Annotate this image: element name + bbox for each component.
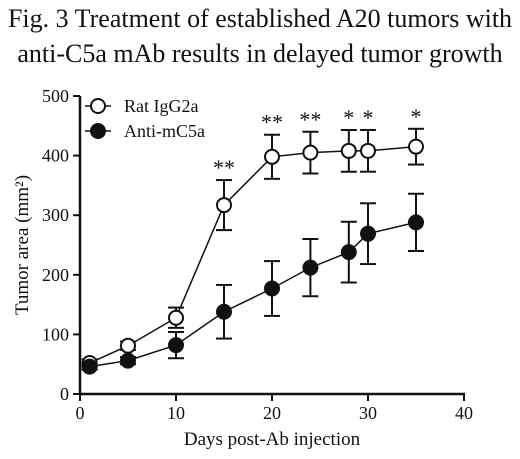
x-tick-label: 20	[263, 403, 281, 423]
x-tick-label: 0	[76, 403, 85, 423]
data-point	[264, 148, 280, 165]
x-tick-label: 10	[167, 403, 185, 423]
data-point	[360, 225, 376, 242]
figure-title-line-2: anti-C5a mAb results in delayed tumor gr…	[17, 39, 503, 68]
data-point	[81, 358, 98, 375]
y-tick-label: 0	[60, 384, 69, 404]
significance-marker: *	[411, 104, 422, 129]
legend-label: Rat IgG2a	[124, 96, 198, 116]
data-point	[120, 352, 136, 369]
data-point	[168, 337, 184, 354]
data-point	[264, 280, 280, 297]
significance-marker: *	[343, 105, 354, 130]
data-point	[408, 138, 424, 155]
x-tick-label: 40	[455, 403, 473, 423]
legend: Rat IgG2a Anti-mC5a	[85, 96, 205, 141]
data-point	[340, 244, 357, 261]
data-point	[120, 337, 136, 354]
significance-marker: **	[261, 110, 283, 135]
x-axis-label: Days post-Ab injection	[184, 429, 361, 450]
data-point	[216, 197, 232, 214]
y-tick-label: 100	[42, 324, 69, 344]
legend-marker	[90, 98, 106, 114]
y-tick-label: 300	[42, 205, 69, 225]
x-tick-label: 30	[359, 403, 377, 423]
y-tick-label: 500	[42, 86, 69, 106]
series-rat-igg2a	[81, 127, 424, 372]
y-tick-label: 200	[42, 265, 69, 285]
data-point	[168, 309, 184, 326]
data-point	[340, 142, 357, 159]
significance-marker: *	[363, 105, 374, 130]
data-point	[302, 144, 319, 161]
data-point	[302, 259, 319, 276]
y-tick-label: 400	[42, 146, 69, 166]
data-point	[216, 303, 232, 320]
significance-marker: **	[213, 155, 235, 180]
figure-title-line-1: Fig. 3 Treatment of established A20 tumo…	[7, 4, 513, 33]
legend-label: Anti-mC5a	[124, 121, 205, 141]
series-anti-mc5a	[81, 192, 424, 375]
y-axis-label: Tumor area (mm²)	[12, 175, 33, 315]
data-point	[408, 214, 424, 231]
legend-marker	[90, 123, 106, 139]
data-point	[360, 142, 376, 159]
significance-marker: **	[299, 107, 321, 132]
